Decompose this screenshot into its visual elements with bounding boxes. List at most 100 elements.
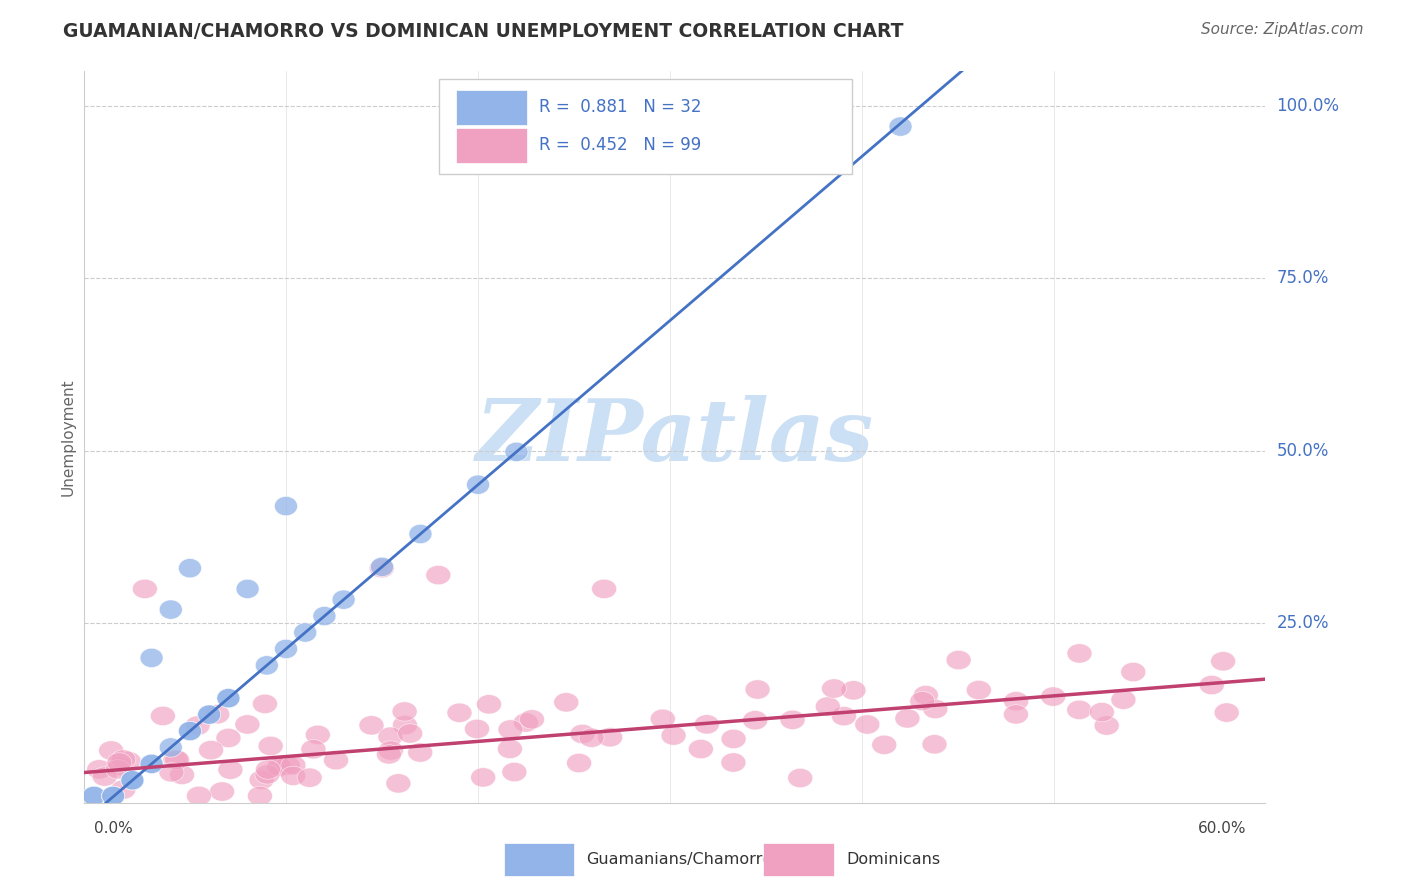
Ellipse shape <box>150 706 176 725</box>
Ellipse shape <box>235 714 260 734</box>
Ellipse shape <box>186 716 209 735</box>
Ellipse shape <box>218 760 243 780</box>
Ellipse shape <box>1067 644 1092 663</box>
Ellipse shape <box>695 714 720 734</box>
Ellipse shape <box>111 750 136 769</box>
Ellipse shape <box>1004 705 1028 724</box>
Ellipse shape <box>236 579 259 599</box>
Ellipse shape <box>554 693 579 712</box>
Ellipse shape <box>841 681 866 700</box>
Ellipse shape <box>398 723 423 743</box>
Ellipse shape <box>377 745 401 764</box>
Ellipse shape <box>274 640 298 658</box>
Ellipse shape <box>111 780 136 799</box>
Text: 100.0%: 100.0% <box>1277 97 1340 115</box>
Text: Guamanians/Chamorros: Guamanians/Chamorros <box>586 853 780 867</box>
FancyBboxPatch shape <box>457 90 527 125</box>
Ellipse shape <box>464 719 489 739</box>
Ellipse shape <box>281 756 307 775</box>
Ellipse shape <box>132 579 157 599</box>
Ellipse shape <box>966 681 991 699</box>
Ellipse shape <box>689 739 713 759</box>
Ellipse shape <box>1211 652 1236 671</box>
Ellipse shape <box>1111 690 1136 709</box>
Ellipse shape <box>170 765 194 785</box>
Ellipse shape <box>159 600 183 619</box>
Ellipse shape <box>107 753 132 772</box>
Ellipse shape <box>108 756 134 776</box>
Ellipse shape <box>815 697 841 716</box>
Ellipse shape <box>249 770 274 789</box>
Text: 0.0%: 0.0% <box>94 821 132 836</box>
Ellipse shape <box>721 730 747 748</box>
Ellipse shape <box>1121 663 1146 681</box>
Ellipse shape <box>159 763 184 782</box>
Ellipse shape <box>1040 687 1066 706</box>
Ellipse shape <box>281 766 305 786</box>
Ellipse shape <box>267 756 292 776</box>
Ellipse shape <box>370 558 394 578</box>
Ellipse shape <box>889 117 912 136</box>
FancyBboxPatch shape <box>503 843 575 876</box>
Ellipse shape <box>332 590 356 609</box>
Ellipse shape <box>247 786 273 805</box>
FancyBboxPatch shape <box>763 843 834 876</box>
Ellipse shape <box>121 771 143 790</box>
Ellipse shape <box>894 709 920 728</box>
Ellipse shape <box>217 729 240 747</box>
Text: Dominicans: Dominicans <box>846 853 941 867</box>
Text: ZIPatlas: ZIPatlas <box>475 395 875 479</box>
Ellipse shape <box>209 782 235 801</box>
Ellipse shape <box>187 786 211 805</box>
Ellipse shape <box>946 650 972 670</box>
Ellipse shape <box>567 754 592 772</box>
Ellipse shape <box>1004 691 1029 711</box>
Ellipse shape <box>498 720 523 739</box>
Ellipse shape <box>598 728 623 747</box>
Ellipse shape <box>505 442 529 461</box>
Ellipse shape <box>256 760 280 780</box>
Ellipse shape <box>745 680 770 699</box>
Ellipse shape <box>467 475 489 494</box>
Ellipse shape <box>592 579 617 599</box>
Ellipse shape <box>579 728 605 747</box>
Ellipse shape <box>471 768 496 787</box>
Ellipse shape <box>101 786 125 805</box>
Ellipse shape <box>914 685 938 705</box>
Ellipse shape <box>179 722 201 740</box>
FancyBboxPatch shape <box>439 78 852 174</box>
Ellipse shape <box>447 703 472 723</box>
Ellipse shape <box>409 524 432 543</box>
Ellipse shape <box>569 724 595 744</box>
Ellipse shape <box>477 695 502 714</box>
Ellipse shape <box>1094 716 1119 735</box>
Ellipse shape <box>179 558 201 578</box>
Ellipse shape <box>359 715 384 735</box>
Text: GUAMANIAN/CHAMORRO VS DOMINICAN UNEMPLOYMENT CORRELATION CHART: GUAMANIAN/CHAMORRO VS DOMINICAN UNEMPLOY… <box>63 22 904 41</box>
Ellipse shape <box>1215 703 1239 723</box>
Ellipse shape <box>1067 700 1091 720</box>
Ellipse shape <box>93 767 117 786</box>
Ellipse shape <box>498 739 523 758</box>
Text: 60.0%: 60.0% <box>1198 821 1246 836</box>
Ellipse shape <box>83 786 105 805</box>
Ellipse shape <box>121 771 143 790</box>
Ellipse shape <box>101 786 125 805</box>
Ellipse shape <box>922 699 948 719</box>
Ellipse shape <box>742 711 768 730</box>
Ellipse shape <box>780 710 806 730</box>
Ellipse shape <box>855 714 880 734</box>
Ellipse shape <box>274 497 298 516</box>
Text: R =  0.881   N = 32: R = 0.881 N = 32 <box>538 98 702 116</box>
Ellipse shape <box>179 722 201 740</box>
Ellipse shape <box>217 689 240 708</box>
Ellipse shape <box>721 753 745 772</box>
Text: R =  0.452   N = 99: R = 0.452 N = 99 <box>538 136 702 154</box>
Ellipse shape <box>385 773 411 793</box>
Text: 50.0%: 50.0% <box>1277 442 1329 460</box>
Y-axis label: Unemployment: Unemployment <box>60 378 76 496</box>
Ellipse shape <box>198 740 224 760</box>
Ellipse shape <box>105 760 131 779</box>
Ellipse shape <box>305 725 330 745</box>
Ellipse shape <box>314 607 336 625</box>
